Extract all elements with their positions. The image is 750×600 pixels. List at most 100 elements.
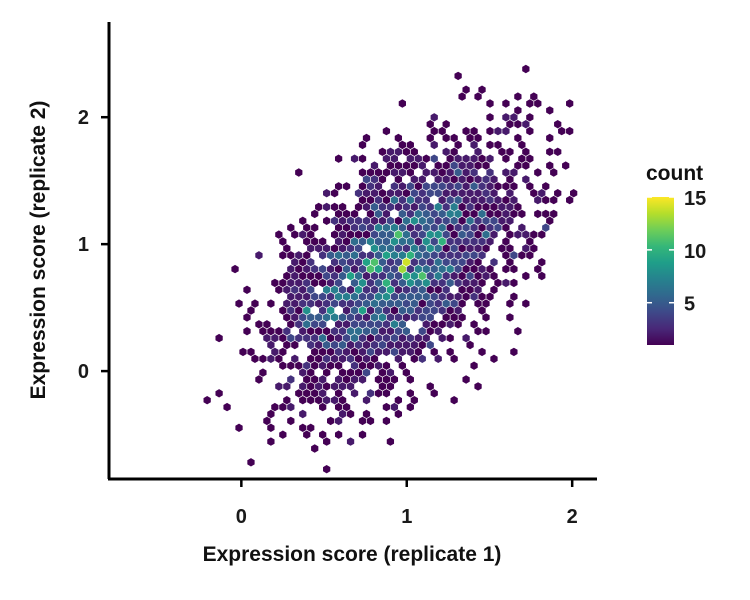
hex-cell xyxy=(386,258,395,267)
hex-cell xyxy=(422,182,430,191)
hex-cell xyxy=(382,416,391,426)
hex-cell xyxy=(478,85,486,94)
hex-cell xyxy=(438,209,446,219)
hex-cell xyxy=(338,244,347,253)
hex-cell xyxy=(334,389,343,398)
hex-cell xyxy=(346,409,355,419)
hex-cell xyxy=(458,92,466,101)
hex-cell xyxy=(311,320,319,329)
hex-cell xyxy=(502,237,510,246)
hex-cell xyxy=(319,306,327,315)
hex-cell xyxy=(450,133,458,143)
hex-cell xyxy=(267,437,275,446)
hex-cell xyxy=(478,209,486,219)
hex-cell xyxy=(334,361,343,370)
hex-cell xyxy=(307,396,315,405)
hex-cell xyxy=(319,402,327,412)
hex-cell xyxy=(566,99,574,108)
hex-cell xyxy=(430,278,438,288)
hex-cell xyxy=(307,340,315,350)
hex-cell xyxy=(454,292,462,301)
hex-cell xyxy=(406,154,414,163)
hex-cell xyxy=(538,258,546,267)
hex-cell xyxy=(307,299,315,308)
hex-cell xyxy=(342,333,351,343)
hex-cell xyxy=(434,327,442,336)
hex-cell xyxy=(374,333,383,343)
hex-cell xyxy=(394,299,403,308)
hex-cell xyxy=(358,168,367,177)
hex-cell xyxy=(446,264,454,274)
hex-cell xyxy=(370,244,379,253)
hex-cell xyxy=(362,285,371,294)
hex-cell xyxy=(327,264,335,274)
hex-cell xyxy=(358,416,367,426)
hex-cell xyxy=(398,195,406,205)
hex-cell xyxy=(382,320,391,329)
hex-cell xyxy=(406,140,414,150)
hex-cell xyxy=(382,264,391,274)
hex-cell xyxy=(422,168,430,177)
hex-cell xyxy=(518,154,526,163)
hex-cell xyxy=(378,189,387,198)
hex-cell xyxy=(406,223,414,232)
hex-cell xyxy=(311,237,319,246)
hex-cell xyxy=(418,189,426,198)
hex-cell xyxy=(338,299,347,308)
hex-cell xyxy=(478,182,486,191)
hex-cell xyxy=(330,230,339,239)
hex-cell xyxy=(450,271,458,281)
hex-cell xyxy=(398,292,406,301)
hex-cell xyxy=(474,230,482,239)
hex-cell xyxy=(394,161,403,170)
hex-cell xyxy=(374,168,383,177)
hex-cell xyxy=(474,133,482,143)
hex-cell xyxy=(422,278,430,288)
hex-cell xyxy=(502,99,510,108)
hex-cell xyxy=(462,168,470,177)
hex-cell xyxy=(311,278,319,288)
hex-cell xyxy=(450,202,458,212)
hex-cell xyxy=(315,396,323,405)
hex-cell xyxy=(346,354,355,363)
hex-cell xyxy=(350,278,359,288)
hex-cell xyxy=(474,382,482,391)
hex-cell xyxy=(430,237,438,246)
hex-cell xyxy=(374,264,383,274)
hex-cell xyxy=(303,223,311,232)
hex-cell xyxy=(426,382,434,391)
hex-cell xyxy=(486,237,494,246)
hex-cell xyxy=(486,113,494,122)
hex-cell xyxy=(283,299,291,308)
hex-cell xyxy=(378,175,387,184)
hex-cell xyxy=(386,230,395,239)
x-tick-label: 0 xyxy=(236,506,247,528)
hex-cell xyxy=(434,216,442,225)
hex-cell xyxy=(458,189,466,198)
hex-cell xyxy=(362,133,371,143)
hex-cell xyxy=(287,361,295,370)
hex-cell xyxy=(462,333,470,343)
hex-cell xyxy=(323,216,331,225)
hex-cell xyxy=(307,258,315,267)
hex-cell xyxy=(283,244,291,253)
hex-cell xyxy=(346,327,355,336)
hex-cell xyxy=(438,320,446,329)
hex-cell xyxy=(478,223,486,232)
hex-cell xyxy=(251,354,259,363)
hex-cell xyxy=(430,140,438,150)
hex-cell xyxy=(378,340,387,350)
hex-cell xyxy=(466,216,474,225)
hex-cell xyxy=(470,209,478,219)
hex-cell xyxy=(426,313,434,322)
hex-cell xyxy=(514,106,522,115)
hex-cell xyxy=(438,168,446,177)
hex-cell xyxy=(323,382,331,391)
hex-cell xyxy=(446,251,454,260)
hex-cell xyxy=(299,216,307,225)
hex-cell xyxy=(386,161,395,170)
hex-cell xyxy=(410,230,418,239)
hex-cell xyxy=(334,347,343,357)
hex-cell xyxy=(410,313,418,322)
